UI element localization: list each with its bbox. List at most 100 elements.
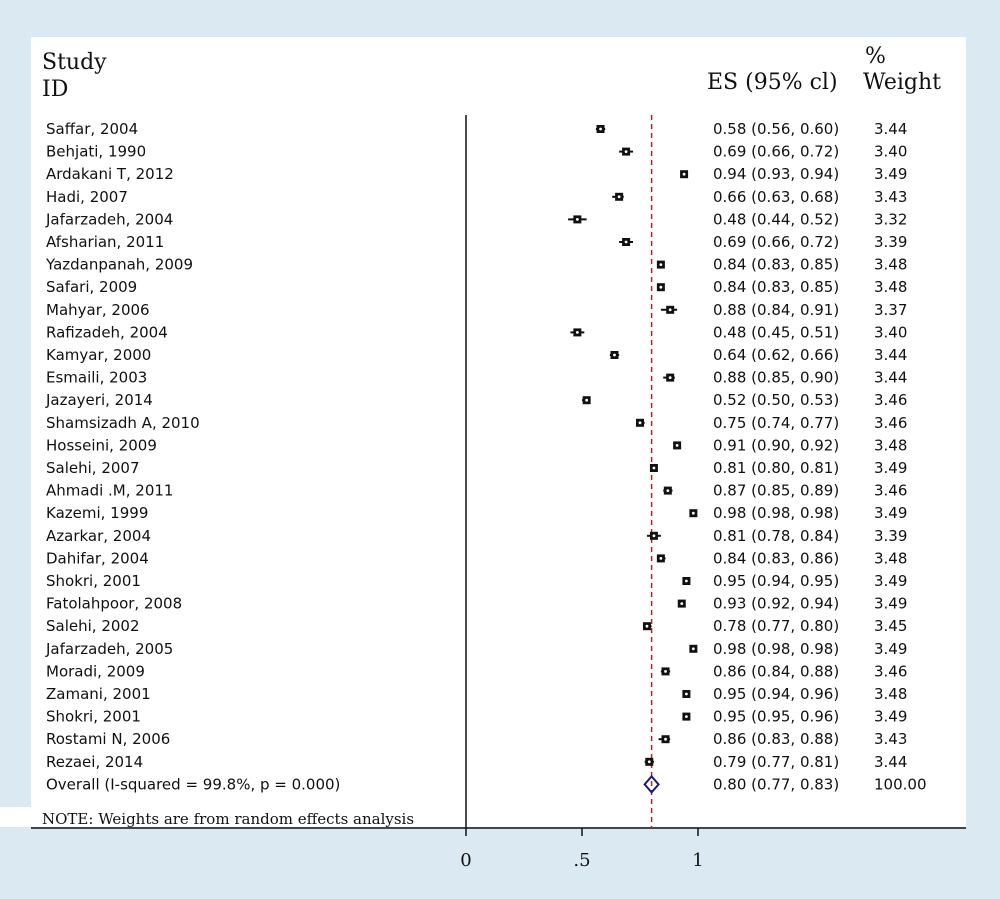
x-axis-ticks: 0.5 1 (460, 828, 704, 871)
study-row: Salehi, 2007 0.81 (0.80, 0.81) 3.49 (46, 459, 907, 477)
study-label: Ardakani T, 2012 (46, 165, 174, 183)
study-ci-text: 0.84 (0.83, 0.85) (713, 256, 839, 274)
study-weight: 3.39 (874, 527, 907, 545)
study-weight: 3.44 (874, 753, 907, 771)
study-weight: 3.48 (874, 278, 907, 296)
study-rows: Saffar, 2004 0.58 (0.56, 0.60) 3.44 Behjati… (45, 120, 927, 794)
header-study: Study (42, 50, 107, 75)
study-marker-dot (691, 647, 695, 651)
study-ci-text: 0.86 (0.84, 0.88) (713, 662, 839, 680)
study-ci-text: 0.87 (0.85, 0.89) (713, 482, 839, 500)
study-row: Shokri, 2001 0.95 (0.95, 0.96) 3.49 (46, 708, 907, 726)
study-weight: 3.40 (874, 323, 907, 341)
study-weight: 3.43 (874, 730, 907, 748)
study-row: Salehi, 2002 0.78 (0.77, 0.80) 3.45 (46, 617, 907, 635)
overall-ci-text: 0.80 (0.77, 0.83) (713, 775, 839, 793)
header-percent: % (865, 44, 886, 69)
study-row: Esmaili, 2003 0.88 (0.85, 0.90) 3.44 (46, 369, 907, 387)
study-marker-dot (682, 172, 686, 176)
study-ci-text: 0.86 (0.83, 0.88) (713, 730, 839, 748)
overall-weight: 100.00 (874, 775, 927, 793)
study-marker-dot (666, 489, 670, 492)
study-ci-text: 0.93 (0.92, 0.94) (713, 595, 839, 613)
study-marker-dot (652, 466, 656, 470)
study-marker-dot (585, 398, 589, 402)
study-marker-dot (575, 218, 579, 221)
study-label: Fatolahpoor, 2008 (46, 595, 182, 613)
study-weight: 3.40 (874, 143, 907, 161)
study-label: Salehi, 2007 (46, 459, 140, 477)
study-row: Mahyar, 2006 0.88 (0.84, 0.91) 3.37 (46, 301, 907, 319)
study-ci-text: 0.95 (0.94, 0.95) (713, 572, 839, 590)
study-marker-dot (659, 285, 663, 289)
study-marker-dot (659, 557, 663, 560)
study-marker-dot (645, 624, 649, 628)
study-marker-dot (617, 195, 621, 199)
study-weight: 3.44 (874, 120, 907, 138)
study-weight: 3.49 (874, 572, 907, 590)
study-row: Ahmadi .M, 2011 0.87 (0.85, 0.89) 3.46 (46, 482, 907, 500)
study-row: Azarkar, 2004 0.81 (0.78, 0.84) 3.39 (46, 527, 907, 545)
study-label: Rezaei, 2014 (46, 753, 143, 771)
study-label: Esmaili, 2003 (46, 369, 147, 387)
study-marker-dot (668, 376, 672, 379)
study-weight: 3.48 (874, 436, 907, 454)
study-weight: 3.48 (874, 685, 907, 703)
study-ci-text: 0.48 (0.44, 0.52) (713, 210, 839, 228)
study-row: Ardakani T, 2012 0.94 (0.93, 0.94) 3.49 (46, 165, 907, 183)
study-label: Jafarzadeh, 2004 (45, 210, 173, 228)
study-label: Behjati, 1990 (46, 143, 146, 161)
study-ci-text: 0.64 (0.62, 0.66) (713, 346, 839, 364)
study-weight: 3.49 (874, 640, 907, 658)
study-ci-text: 0.91 (0.90, 0.92) (713, 436, 839, 454)
study-marker-dot (668, 308, 672, 312)
study-weight: 3.48 (874, 256, 907, 274)
study-marker-dot (675, 444, 679, 447)
study-marker-dot (575, 331, 579, 334)
study-label: Kazemi, 1999 (46, 504, 148, 522)
study-row: Fatolahpoor, 2008 0.93 (0.92, 0.94) 3.49 (46, 595, 907, 613)
study-label: Jafarzadeh, 2005 (45, 640, 173, 658)
study-row: Behjati, 1990 0.69 (0.66, 0.72) 3.40 (46, 143, 907, 161)
study-row: Safari, 2009 0.84 (0.83, 0.85) 3.48 (46, 278, 907, 296)
study-label: Moradi, 2009 (46, 662, 145, 680)
overall-label: Overall (I-squared = 99.8%, p = 0.000) (46, 775, 340, 793)
study-row: Saffar, 2004 0.58 (0.56, 0.60) 3.44 (46, 120, 907, 138)
header-es: ES (95% cl) (707, 70, 838, 95)
study-weight: 3.44 (874, 346, 907, 364)
study-label: Afsharian, 2011 (46, 233, 164, 251)
study-ci-text: 0.81 (0.78, 0.84) (713, 527, 839, 545)
study-weight: 3.37 (874, 301, 907, 319)
study-weight: 3.45 (874, 617, 907, 635)
plot-panel (31, 37, 966, 827)
study-weight: 3.46 (874, 662, 907, 680)
study-label: Saffar, 2004 (46, 120, 138, 138)
study-row: Kamyar, 2000 0.64 (0.62, 0.66) 3.44 (46, 346, 907, 364)
study-row: Kazemi, 1999 0.98 (0.98, 0.98) 3.49 (46, 504, 907, 522)
study-row: Yazdanpanah, 2009 0.84 (0.83, 0.85) 3.48 (45, 256, 907, 274)
study-ci-text: 0.58 (0.56, 0.60) (713, 120, 839, 138)
study-label: Hadi, 2007 (46, 188, 128, 206)
study-row: Jafarzadeh, 2005 0.98 (0.98, 0.98) 3.49 (45, 640, 907, 658)
study-row: Jafarzadeh, 2004 0.48 (0.44, 0.52) 3.32 (45, 210, 907, 228)
x-tick-label: .5 (573, 850, 590, 871)
study-marker-dot (659, 263, 663, 266)
study-row: Jazayeri, 2014 0.52 (0.50, 0.53) 3.46 (45, 391, 907, 409)
study-ci-text: 0.81 (0.80, 0.81) (713, 459, 839, 477)
study-marker-dot (685, 715, 688, 718)
header-id: ID (42, 77, 68, 102)
study-ci-text: 0.78 (0.77, 0.80) (713, 617, 839, 635)
study-ci-text: 0.84 (0.83, 0.85) (713, 278, 839, 296)
study-label: Zamani, 2001 (46, 685, 151, 703)
study-row: Dahifar, 2004 0.84 (0.83, 0.86) 3.48 (46, 549, 907, 567)
study-weight: 3.49 (874, 595, 907, 613)
study-ci-text: 0.48 (0.45, 0.51) (713, 323, 839, 341)
study-ci-text: 0.88 (0.84, 0.91) (713, 301, 839, 319)
study-label: Mahyar, 2006 (46, 301, 150, 319)
study-row: Shokri, 2001 0.95 (0.94, 0.95) 3.49 (46, 572, 907, 590)
study-label: Rostami N, 2006 (46, 730, 170, 748)
study-label: Shokri, 2001 (46, 708, 141, 726)
study-marker-dot (647, 760, 651, 764)
study-label: Hosseini, 2009 (46, 436, 157, 454)
overall-row: Overall (I-squared = 99.8%, p = 0.000) 0.… (46, 774, 927, 794)
